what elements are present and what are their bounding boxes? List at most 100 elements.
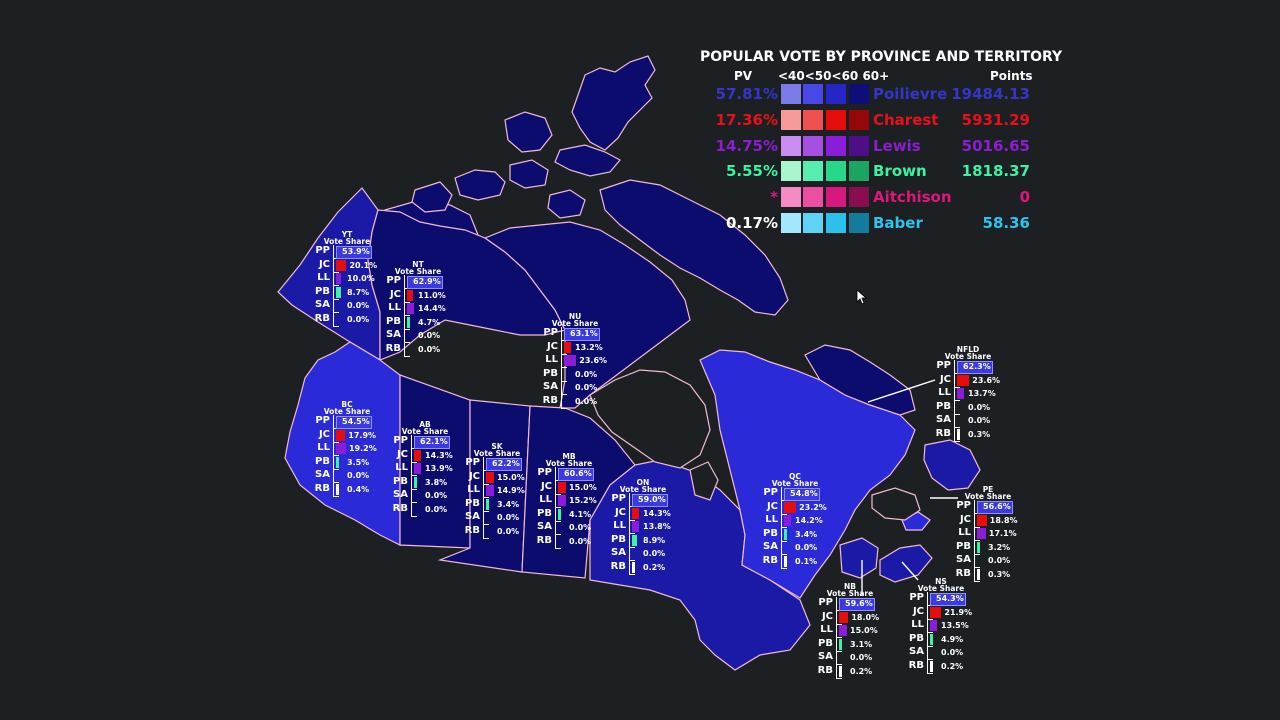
vote-share-value: 13.9% (425, 464, 453, 474)
banks-island (411, 181, 453, 213)
province-row-pp: PP 54.3% (906, 592, 1016, 606)
province-row-pp: PP 54.8% (760, 487, 870, 501)
vote-share-value: 18.8% (989, 515, 1018, 525)
province-row-pb: PB 3.8% (390, 475, 500, 490)
legend-pv: 5.55% (725, 162, 778, 181)
province-callout-nb: NB Vote Share PP 59.6% JC 18.0% LL 15.0% PB 3.1% S… (815, 582, 925, 682)
row-bracket (927, 646, 933, 661)
legend-points: 58.36 (982, 214, 1030, 232)
vote-share-bar (784, 488, 820, 501)
candidate-abbr: LL (958, 527, 971, 539)
row-bracket (333, 272, 339, 287)
candidate-abbr: LL (820, 624, 833, 636)
legend-swatch (803, 135, 823, 156)
vote-share-label: Vote Share (917, 584, 965, 593)
vote-share-bar (407, 316, 410, 328)
vote-share-label: Vote Share (323, 237, 371, 246)
vote-share-value: 0.0% (418, 345, 441, 354)
province-row-jc: JC 11.0% (383, 288, 493, 303)
vote-share-value: 54.8% (790, 489, 818, 498)
province-row-pp: PP 62.1% (390, 435, 500, 449)
province-row-jc: JC 23.6% (933, 373, 1043, 388)
province-row-ll: LL 15.0% (815, 624, 925, 639)
province-row-pp: PP 56.6% (953, 500, 1063, 514)
vote-share-bar (632, 562, 635, 573)
vote-share-value: 15.0% (497, 472, 525, 482)
vote-share-label: Vote Share (964, 492, 1012, 501)
province-row-sa: SA 0.0% (312, 469, 422, 484)
province-row-sa: SA 0.0% (608, 547, 718, 562)
legend-candidate-name: Charest (873, 110, 939, 129)
candidate-abbr: RB (762, 555, 778, 566)
candidate-abbr: RB (908, 660, 924, 671)
nfld-callout-line (867, 379, 936, 403)
row-bracket (836, 610, 842, 625)
legend-pv: * (770, 188, 778, 207)
vote-share-bar (486, 471, 494, 483)
legend-candidate-name: Brown (873, 162, 927, 181)
province-row-pp: PP 62.3% (933, 360, 1043, 374)
row-bracket (333, 313, 339, 327)
row-bracket (333, 285, 339, 300)
province-row-jc: JC 18.8% (953, 513, 1063, 528)
vote-share-bar (486, 485, 494, 497)
province-row-rb: RB 0.0% (390, 503, 500, 517)
vote-share-bar (839, 666, 842, 677)
somerset-island (547, 189, 586, 219)
vote-share-value: 0.2% (850, 667, 873, 676)
legend-points: 5931.29 (961, 110, 1030, 129)
row-bracket (333, 258, 339, 273)
vote-share-bar (336, 286, 341, 298)
row-bracket (404, 343, 410, 357)
candidate-abbr: PP (818, 597, 833, 608)
vote-share-bar (632, 521, 640, 533)
vote-share-value: 13.5% (941, 621, 969, 631)
candidate-abbr: PP (936, 360, 951, 371)
vote-share-bar (407, 289, 413, 301)
row-bracket (954, 428, 960, 442)
candidate-abbr: PB (315, 455, 330, 467)
province-row-rb: RB 0.3% (933, 428, 1043, 442)
james-bay (689, 461, 719, 501)
legend-swatch (781, 161, 801, 182)
vote-share-label: Vote Share (619, 485, 667, 494)
vote-share-bar (977, 501, 1013, 514)
row-bracket (404, 302, 410, 317)
province-row-pb: PB 3.5% (312, 455, 422, 470)
candidate-abbr: RB (314, 313, 330, 324)
candidate-abbr: PP (386, 275, 401, 286)
row-bracket (927, 619, 933, 634)
row-bracket (974, 554, 980, 569)
vote-share-value: 15.0% (850, 626, 878, 636)
row-bracket (836, 665, 842, 679)
baffin-island (599, 179, 789, 316)
vote-share-value: 0.3% (988, 570, 1011, 579)
legend-swatch (781, 213, 801, 233)
vote-share-bar (977, 569, 980, 580)
legend-points: 5016.65 (961, 136, 1030, 155)
candidate-abbr: JC (614, 506, 626, 518)
row-bracket (411, 489, 417, 504)
row-bracket (411, 503, 417, 517)
province-row-pb: PB 4.9% (906, 632, 1016, 647)
province-row-ll: LL 13.7% (933, 387, 1043, 402)
legend-points: 19484.13 (951, 85, 1030, 103)
province-row-rb: RB 0.0% (540, 395, 650, 409)
legend-swatch (849, 135, 869, 156)
candidate-abbr: RB (464, 525, 480, 536)
province-row-pb: PB 0.0% (933, 400, 1043, 415)
vote-share-bar (414, 436, 450, 449)
candidate-abbr: PB (909, 632, 924, 644)
province-row-pb: PB 3.4% (462, 497, 572, 512)
candidate-abbr: LL (395, 462, 408, 474)
vote-share-label: Vote Share (394, 267, 442, 276)
candidate-abbr: JC (959, 513, 971, 525)
candidate-abbr: SA (909, 646, 924, 658)
row-bracket (333, 428, 339, 443)
legend-row-baber: 0.17% Baber 58.36 (698, 212, 1033, 234)
vote-share-bar (336, 443, 346, 455)
vote-share-value: 0.2% (941, 662, 964, 671)
row-bracket (836, 637, 842, 652)
row-bracket (561, 354, 567, 369)
vote-share-value: 10.0% (347, 274, 375, 284)
